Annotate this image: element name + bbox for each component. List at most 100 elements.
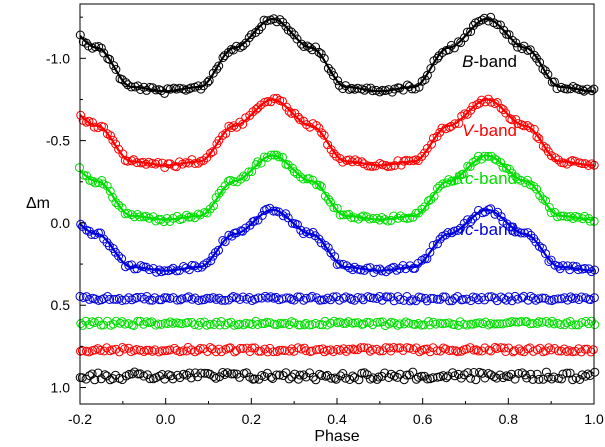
data-point [316, 182, 326, 192]
residual-point [275, 370, 285, 380]
residual-point [456, 373, 466, 383]
residual-point [295, 370, 305, 380]
residual-point [507, 317, 517, 326]
residual-point [235, 319, 245, 329]
data-point [206, 148, 215, 158]
residual-point [172, 295, 182, 305]
residual-point [301, 293, 311, 303]
residual-point [583, 369, 593, 379]
residual-point [408, 345, 418, 354]
residual-point [525, 319, 535, 329]
residual-point [268, 347, 278, 357]
data-point [84, 116, 94, 126]
data-point [286, 27, 296, 37]
residual-point [395, 343, 405, 353]
residual-point [516, 317, 526, 326]
residual-point [411, 374, 421, 384]
residual-point [339, 344, 348, 354]
residual-point [244, 293, 254, 302]
data-point [212, 64, 222, 74]
plot-area [75, 12, 600, 385]
residual-point [145, 295, 155, 305]
residual-point [109, 294, 119, 304]
residual-point [588, 345, 598, 355]
data-point [316, 49, 326, 59]
data-point [76, 219, 86, 229]
residual-point [453, 347, 463, 357]
residual-point [399, 375, 409, 385]
residual-point [528, 293, 538, 303]
residual-point [565, 368, 575, 378]
residual-point [299, 370, 308, 380]
data-point [580, 211, 589, 221]
data-point [350, 155, 360, 165]
residual-row [76, 342, 598, 357]
data-point [466, 27, 476, 37]
data-point [538, 64, 548, 74]
data-point [389, 262, 399, 272]
data-point [537, 243, 547, 253]
residual-point [120, 319, 130, 329]
residual-point [301, 346, 311, 356]
band-label-letter: V [462, 121, 475, 140]
residual-point [162, 293, 172, 303]
residual-point [428, 294, 438, 303]
data-point [460, 33, 469, 43]
residual-point [99, 346, 109, 356]
residual-point [372, 317, 382, 327]
data-point [532, 132, 542, 142]
residual-point [280, 346, 290, 356]
band-label-letter: Ic [460, 220, 474, 239]
residual-point [477, 293, 487, 302]
residual-point [205, 343, 215, 352]
residual-point [365, 293, 375, 303]
residual-point [495, 319, 505, 329]
residual-point [218, 368, 228, 377]
residual-point [356, 343, 366, 353]
residual-point [250, 374, 260, 384]
residual-point [570, 346, 580, 356]
residual-point [456, 346, 466, 356]
residual-point [177, 319, 187, 329]
residual-point [365, 346, 375, 356]
data-point [534, 134, 544, 144]
data-point [205, 204, 215, 214]
residual-point [344, 344, 354, 354]
residual-point [559, 344, 569, 354]
residual-point [165, 317, 175, 327]
band-label-suffix: -band [474, 169, 517, 188]
residual-point [549, 372, 559, 382]
residual-point [410, 320, 420, 329]
data-point [426, 64, 436, 73]
data-point [257, 22, 267, 31]
residual-point [468, 319, 478, 329]
data-point [206, 256, 216, 266]
residual-point [311, 345, 321, 355]
series-V-band [76, 93, 599, 172]
x-tick-label: 0.6 [413, 411, 433, 427]
residual-point [177, 294, 187, 304]
data-point [438, 179, 448, 189]
data-point [319, 130, 329, 140]
residual-point [432, 346, 442, 356]
residual-point [428, 317, 438, 327]
data-point [463, 215, 473, 225]
data-point [111, 65, 121, 74]
data-point [433, 239, 442, 249]
data-point [251, 160, 261, 170]
residual-point [315, 320, 325, 329]
residual-point [492, 344, 502, 353]
data-point [269, 94, 279, 104]
data-point [383, 162, 393, 172]
residual-point [514, 369, 523, 378]
data-point [433, 53, 442, 63]
residual-point [272, 370, 281, 380]
residual-point [495, 370, 505, 380]
residual-point [217, 295, 227, 305]
data-point [366, 83, 376, 93]
residual-point [321, 371, 331, 381]
data-point [182, 210, 191, 220]
residual-point [471, 293, 481, 303]
residual-point [322, 345, 332, 355]
residual-point [426, 294, 436, 303]
